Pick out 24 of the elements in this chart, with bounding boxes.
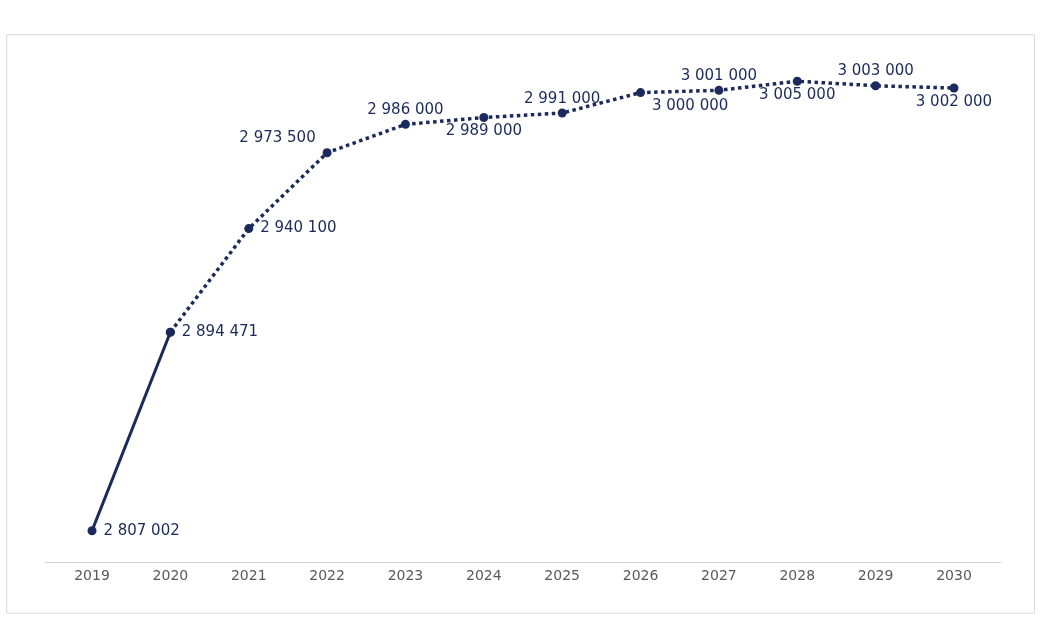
data-label: 3 001 000 [675, 65, 762, 84]
data-label: 2 986 000 [362, 99, 449, 118]
data-label: 2 991 000 [519, 88, 606, 107]
data-label: 2 940 100 [255, 218, 342, 237]
x-tick-label: 2027 [701, 566, 737, 583]
x-tick-label: 2025 [544, 566, 580, 583]
data-label: 3 005 000 [754, 85, 841, 104]
x-tick-label: 2023 [387, 566, 424, 583]
data-label: 2 807 002 [98, 520, 185, 539]
x-tick-label: 2021 [230, 566, 267, 583]
x-tick-label: 2022 [309, 566, 345, 583]
x-tick-label: 2024 [466, 566, 502, 583]
x-tick-label: 2020 [152, 566, 189, 583]
data-label: 2 973 500 [234, 128, 321, 147]
x-tick-label: 2026 [622, 566, 659, 583]
x-tick-label: 2029 [857, 566, 894, 583]
x-tick-label: 2019 [74, 566, 110, 583]
data-label: 2 894 471 [177, 321, 263, 340]
data-label: 3 003 000 [832, 61, 919, 80]
x-tick-label: 2028 [779, 566, 816, 583]
data-label: 3 002 000 [911, 91, 997, 110]
x-tick-label: 2030 [936, 566, 972, 583]
data-label: 3 000 000 [647, 96, 734, 115]
data-label: 2 989 000 [440, 121, 527, 140]
